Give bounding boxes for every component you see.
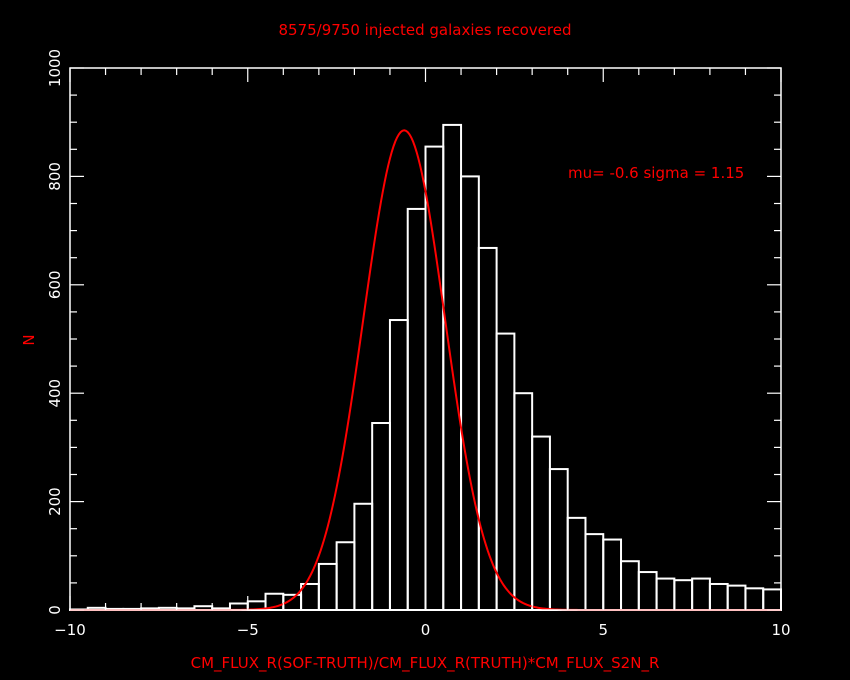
histogram-bar	[584, 533, 605, 611]
x-axis-label: CM_FLUX_R(SOF-TRUTH)/CM_FLUX_R(TRUTH)*CM…	[191, 654, 660, 673]
histogram-bar	[744, 587, 765, 612]
x-tick-label: 0	[421, 621, 431, 639]
histogram-bar	[388, 319, 409, 611]
histogram-bar	[620, 560, 640, 611]
histogram-bar	[762, 588, 782, 611]
histogram-bar	[495, 332, 516, 611]
histogram-bar	[566, 516, 587, 611]
histogram-bar	[317, 562, 338, 611]
histogram-bar	[513, 392, 534, 612]
fit-annotation: mu= -0.6 sigma = 1.15	[568, 164, 744, 182]
x-tick-label: 5	[598, 621, 608, 639]
histogram-bar	[335, 541, 356, 611]
axis-ticks: −10 −5 0 5 10 0 200 400 600 800 1000	[46, 49, 791, 639]
histogram-bar	[655, 577, 676, 612]
histogram-bar	[460, 175, 480, 611]
histogram-bars	[69, 123, 782, 612]
y-tick-label: 600	[46, 270, 64, 299]
histogram-bar	[353, 502, 374, 612]
x-tick-label: 10	[771, 621, 790, 639]
histogram-bar	[477, 246, 498, 611]
histogram-bar	[371, 422, 391, 612]
histogram-bar	[726, 584, 747, 611]
chart-title: 8575/9750 injected galaxies recovered	[279, 21, 572, 39]
histogram-bar	[548, 468, 569, 611]
histogram-bar	[531, 435, 551, 611]
histogram-bar	[602, 538, 623, 611]
histogram-bar	[691, 577, 711, 612]
histogram-bar	[708, 582, 729, 612]
histogram-bar	[637, 571, 658, 611]
y-tick-label: 200	[46, 487, 64, 516]
y-tick-label: 1000	[46, 49, 64, 87]
y-tick-label: 0	[46, 605, 64, 615]
histogram-bar	[424, 145, 445, 611]
y-tick-label: 800	[46, 162, 64, 191]
y-axis-label: N	[20, 334, 38, 345]
histogram-bar	[673, 579, 694, 612]
y-tick-label: 400	[46, 379, 64, 408]
histogram-bar	[406, 207, 427, 611]
x-tick-label: −5	[237, 621, 259, 639]
x-tick-label: −10	[54, 621, 86, 639]
